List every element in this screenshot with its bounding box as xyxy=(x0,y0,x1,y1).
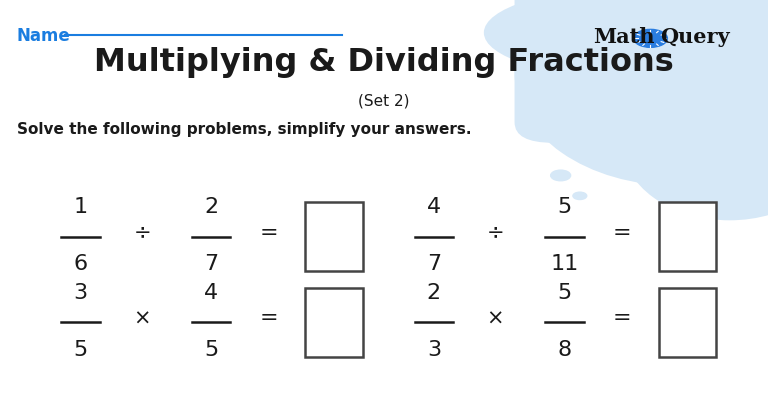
Text: 7: 7 xyxy=(204,254,218,274)
Text: ÷: ÷ xyxy=(134,222,151,243)
Text: 5: 5 xyxy=(558,197,571,217)
Text: =: = xyxy=(613,308,631,328)
Text: Multiplying & Dividing Fractions: Multiplying & Dividing Fractions xyxy=(94,47,674,78)
Text: Name: Name xyxy=(17,27,71,44)
FancyBboxPatch shape xyxy=(659,288,716,357)
Circle shape xyxy=(551,170,571,181)
Text: Query: Query xyxy=(660,27,730,47)
Text: =: = xyxy=(260,222,278,243)
Ellipse shape xyxy=(622,65,768,220)
Text: 4: 4 xyxy=(427,197,441,217)
Circle shape xyxy=(634,29,667,47)
Text: ×: × xyxy=(487,308,504,328)
Circle shape xyxy=(573,192,587,200)
Text: 4: 4 xyxy=(204,283,218,303)
Text: 5: 5 xyxy=(558,283,571,303)
Text: ×: × xyxy=(134,308,151,328)
Text: 11: 11 xyxy=(551,254,578,274)
Text: 2: 2 xyxy=(427,283,441,303)
Text: Math: Math xyxy=(593,27,654,47)
Text: ÷: ÷ xyxy=(487,222,504,243)
Text: 5: 5 xyxy=(74,340,88,360)
Text: 3: 3 xyxy=(427,340,441,360)
Ellipse shape xyxy=(515,0,768,186)
Text: (Set 2): (Set 2) xyxy=(358,94,410,109)
FancyBboxPatch shape xyxy=(515,0,768,143)
FancyBboxPatch shape xyxy=(306,202,362,271)
Text: 3: 3 xyxy=(74,283,88,303)
Text: Solve the following problems, simplify your answers.: Solve the following problems, simplify y… xyxy=(17,122,472,137)
Text: 6: 6 xyxy=(74,254,88,274)
Text: 7: 7 xyxy=(427,254,441,274)
FancyBboxPatch shape xyxy=(659,202,716,271)
Ellipse shape xyxy=(484,0,768,78)
Text: 8: 8 xyxy=(558,340,571,360)
Text: =: = xyxy=(613,222,631,243)
Text: =: = xyxy=(260,308,278,328)
FancyBboxPatch shape xyxy=(306,288,362,357)
Text: 5: 5 xyxy=(204,340,218,360)
Text: 2: 2 xyxy=(204,197,218,217)
Text: 1: 1 xyxy=(74,197,88,217)
